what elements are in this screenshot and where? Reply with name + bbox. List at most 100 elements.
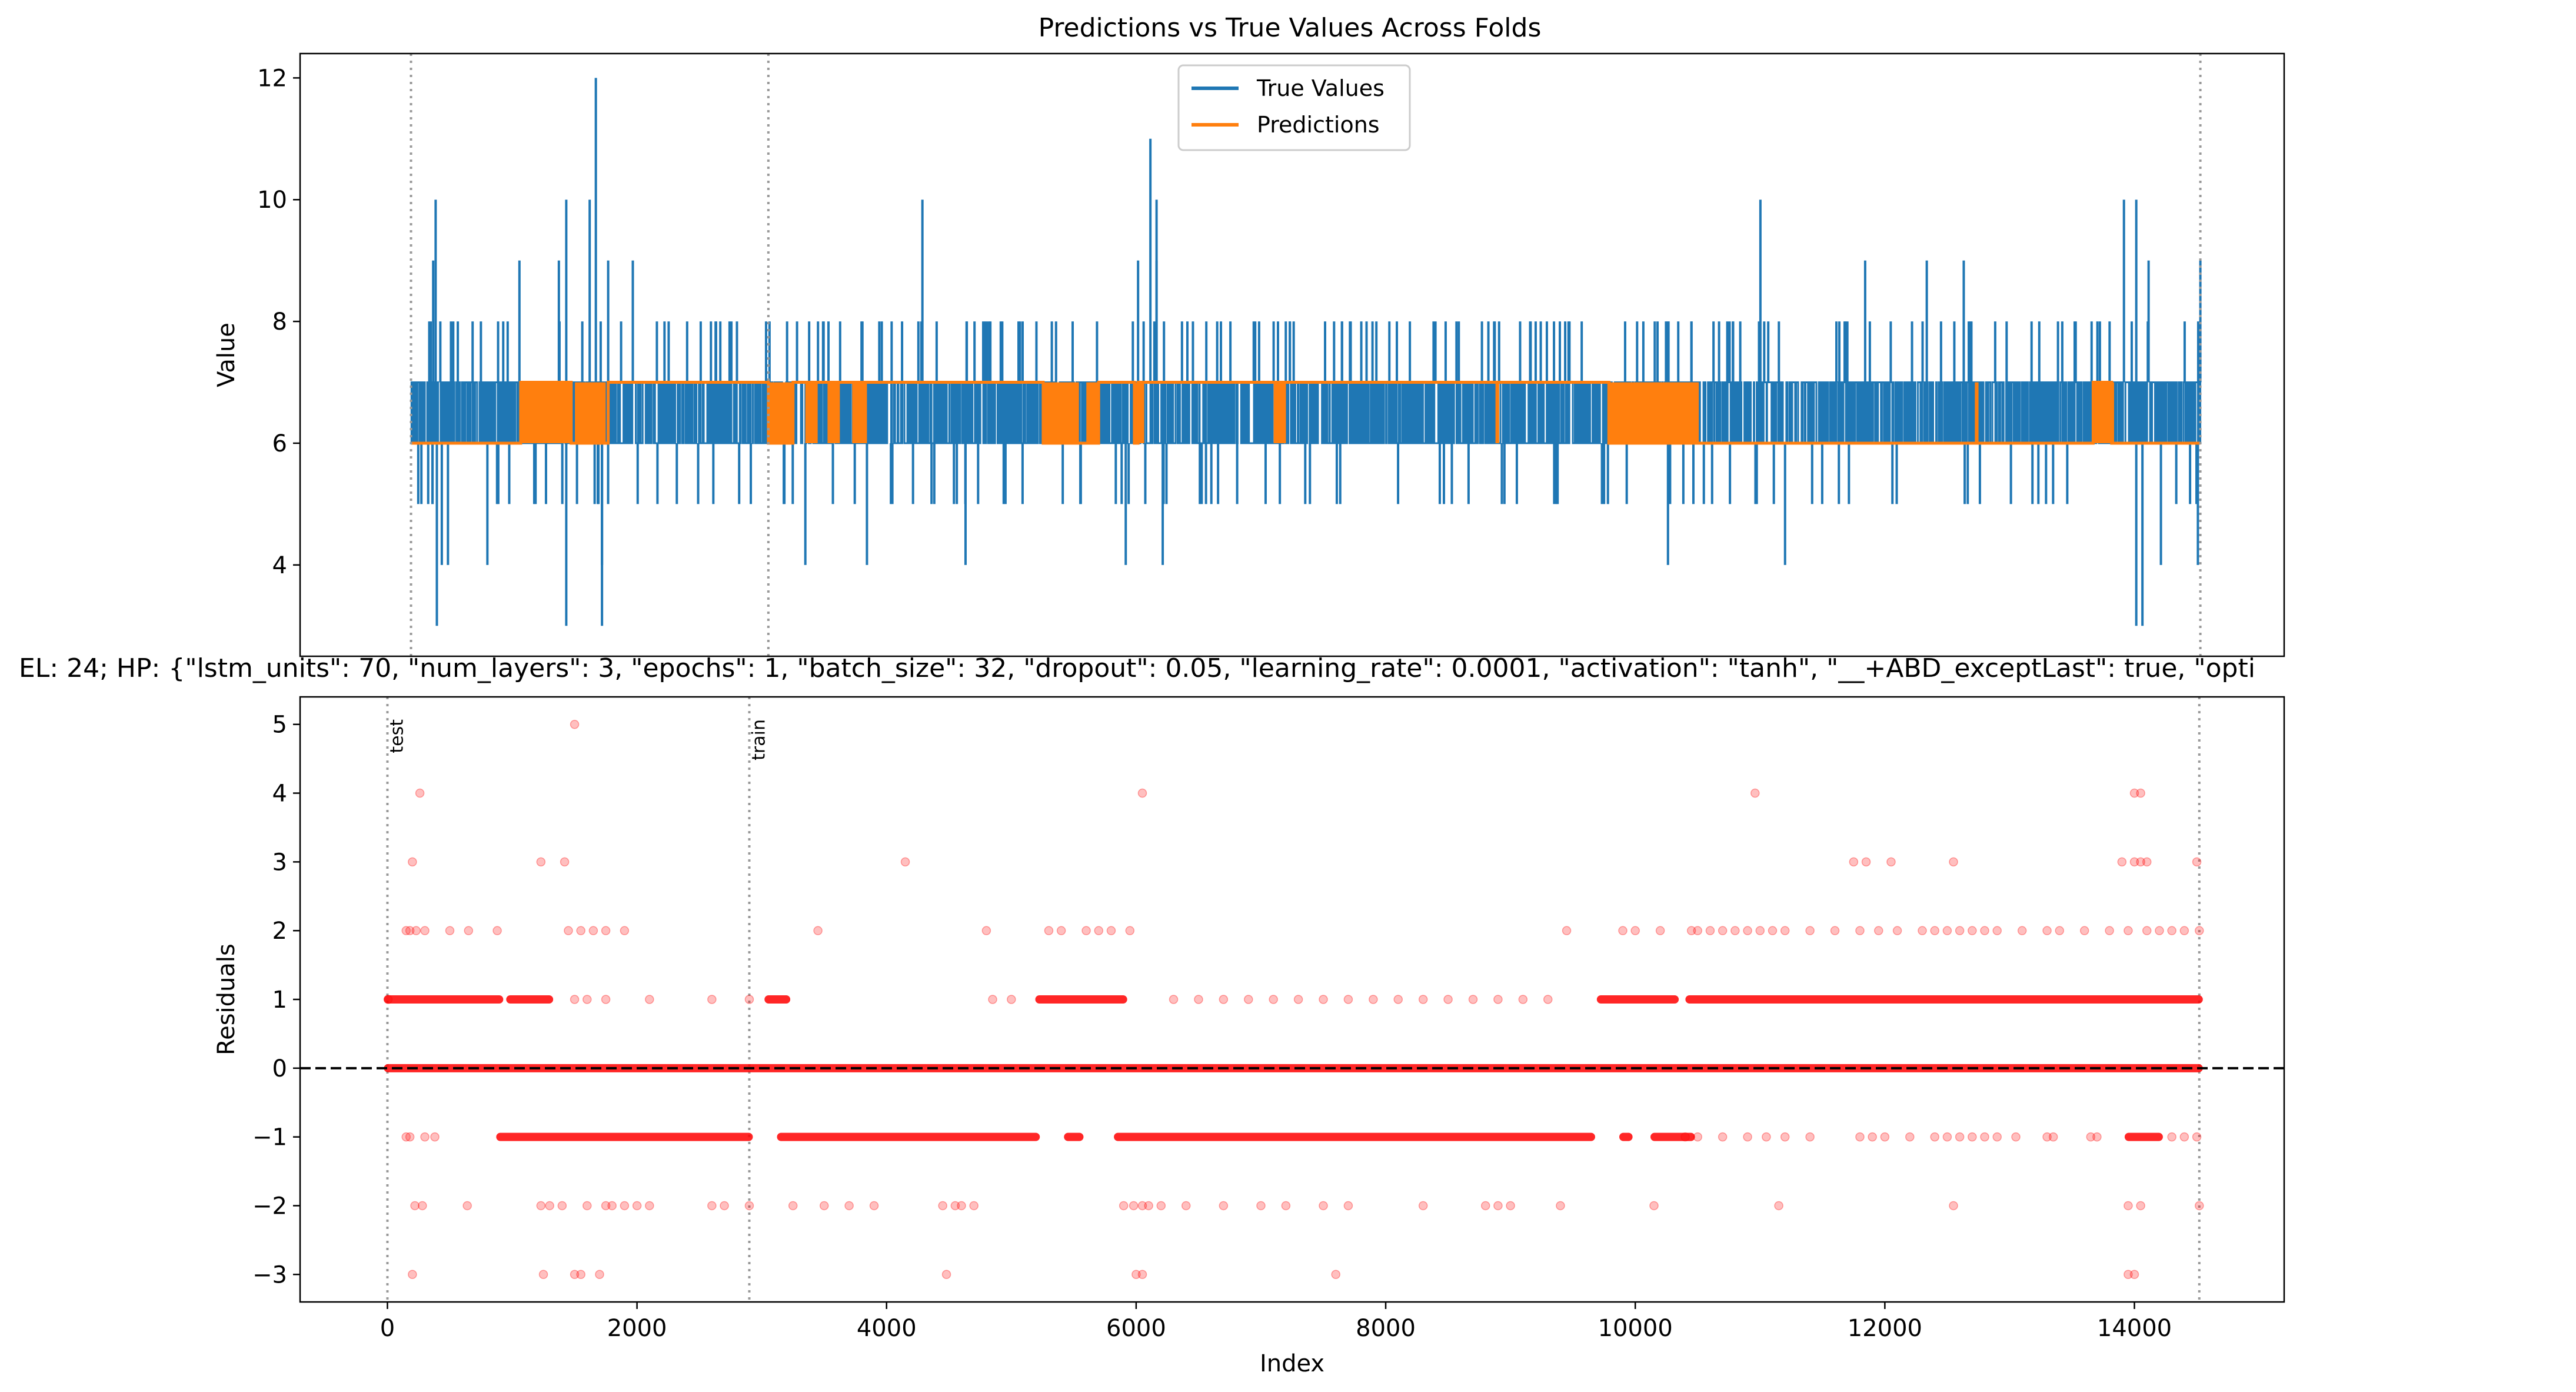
residual-point xyxy=(1768,926,1778,935)
residual-point xyxy=(1518,995,1528,1004)
predictions-toggle-region xyxy=(1273,382,1286,443)
residual-point xyxy=(1750,788,1760,798)
residual-point xyxy=(1056,926,1066,935)
residual-point xyxy=(1556,1201,1565,1211)
residual-point xyxy=(601,995,611,1004)
residual-point xyxy=(1686,926,1696,935)
residual-point xyxy=(536,1201,546,1211)
residual-point xyxy=(1880,1132,1890,1142)
residual-point xyxy=(410,1201,420,1211)
residual-point xyxy=(645,1201,654,1211)
residual-point xyxy=(1774,1201,1783,1211)
residual-point xyxy=(1718,926,1728,935)
residual-point xyxy=(1868,1132,1877,1142)
residual-point xyxy=(869,1201,879,1211)
residual-point xyxy=(2042,1132,2052,1142)
residual-point xyxy=(1331,1270,1340,1280)
residual-point xyxy=(1293,995,1303,1004)
residual-point xyxy=(1649,1201,1659,1211)
residual-point xyxy=(1949,857,1958,867)
residual-point xyxy=(1137,1270,1147,1280)
x-tick-label: 12000 xyxy=(1848,1315,1922,1342)
predictions-line xyxy=(411,381,2201,445)
residual-point xyxy=(1094,926,1104,935)
y-tick-label: 2 xyxy=(272,918,287,945)
residual-point xyxy=(1930,926,1939,935)
residual-point xyxy=(1755,926,1765,935)
residual-point xyxy=(744,1201,754,1211)
residual-point xyxy=(1718,1132,1728,1142)
residual-point xyxy=(1942,1132,1952,1142)
residual-point xyxy=(1131,1270,1141,1280)
residual-point xyxy=(1129,1201,1139,1211)
residual-point xyxy=(620,926,630,935)
residual-point xyxy=(1949,1201,1958,1211)
residual-point xyxy=(844,1201,854,1211)
residual-point xyxy=(1281,1201,1291,1211)
residual-point xyxy=(1855,1132,1865,1142)
top-plot-frame xyxy=(299,52,2285,657)
residual-point xyxy=(2011,1132,2021,1142)
residual-point xyxy=(1562,926,1572,935)
residual-point xyxy=(1007,995,1016,1004)
residual-band xyxy=(1064,1132,1084,1141)
residual-point xyxy=(813,926,823,935)
residual-point xyxy=(981,926,991,935)
x-tick-label: 14000 xyxy=(2097,1315,2172,1342)
x-tick-label: 0 xyxy=(380,1315,395,1342)
residual-point xyxy=(2136,857,2145,867)
residual-point xyxy=(1780,926,1790,935)
residual-band xyxy=(764,995,791,1004)
residual-point xyxy=(564,926,573,935)
residual-point xyxy=(950,1201,960,1211)
residual-point xyxy=(1418,1201,1428,1211)
residual-point xyxy=(620,1201,630,1211)
legend: True Values Predictions xyxy=(1177,64,1411,151)
residual-point xyxy=(1194,995,1203,1004)
residual-point xyxy=(1137,1201,1147,1211)
x-axis-label: Index xyxy=(1260,1350,1324,1377)
residual-band xyxy=(496,1132,753,1141)
residual-point xyxy=(401,1132,411,1142)
residual-point xyxy=(1493,1201,1503,1211)
residual-point xyxy=(462,1201,472,1211)
residual-point xyxy=(607,1201,617,1211)
residual-point xyxy=(570,995,580,1004)
residual-point xyxy=(1992,926,2002,935)
residual-point xyxy=(2048,1132,2058,1142)
residual-point xyxy=(788,1201,798,1211)
residual-point xyxy=(1861,857,1871,867)
residual-point xyxy=(601,926,611,935)
y-tick-label: −2 xyxy=(252,1192,287,1220)
predictions-toggle-region xyxy=(575,382,606,443)
predictions-toggle-region xyxy=(520,382,571,443)
residual-point xyxy=(2195,926,2204,935)
residual-point xyxy=(1343,1201,1353,1211)
residual-point xyxy=(720,1201,729,1211)
predictions-toggle-region xyxy=(768,382,793,443)
residual-point xyxy=(2124,1201,2133,1211)
residual-point xyxy=(492,926,502,935)
residual-point xyxy=(2055,926,2065,935)
residual-point xyxy=(1119,1201,1129,1211)
residual-point xyxy=(1106,926,1116,935)
y-tick-label: −3 xyxy=(252,1261,287,1288)
residual-point xyxy=(1968,926,1977,935)
residual-point xyxy=(2079,926,2089,935)
residual-point xyxy=(2042,926,2052,935)
residual-point xyxy=(1506,1201,1515,1211)
residual-point xyxy=(464,926,474,935)
fold-label: test xyxy=(387,719,407,753)
residual-point xyxy=(900,857,910,867)
residual-point xyxy=(2092,1132,2102,1142)
residual-band xyxy=(384,1064,2203,1072)
residual-band xyxy=(1114,1132,1595,1141)
residual-point xyxy=(420,1132,430,1142)
residual-point xyxy=(576,1270,585,1280)
residual-point xyxy=(1369,995,1378,1004)
residual-point xyxy=(1855,926,1865,935)
residual-band xyxy=(384,995,504,1004)
residual-point xyxy=(1219,995,1229,1004)
residual-point xyxy=(1418,995,1428,1004)
residual-point xyxy=(1780,1132,1790,1142)
